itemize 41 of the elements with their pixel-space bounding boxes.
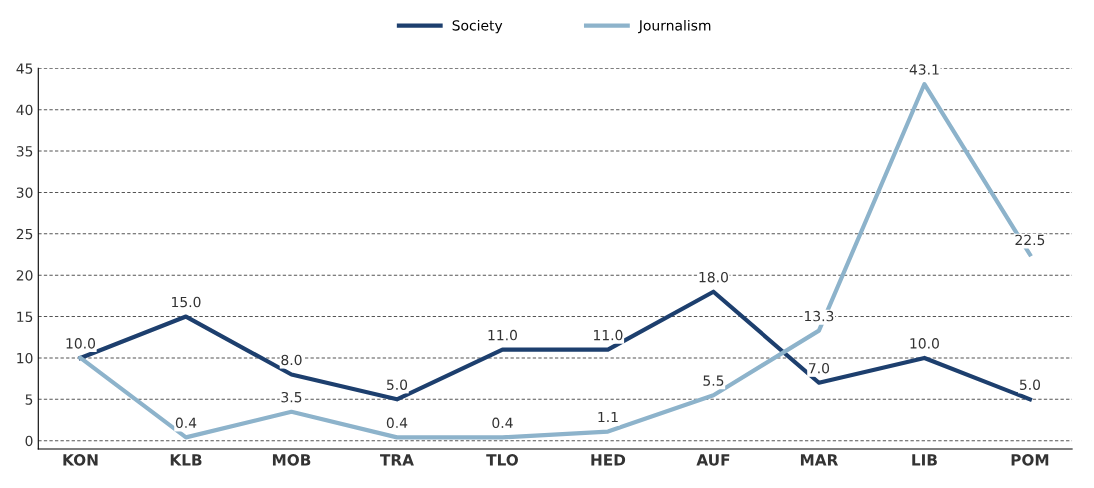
y-tick-label: 20 [16, 270, 33, 281]
data-label: 11.0 [488, 329, 517, 341]
data-label: 1.1 [598, 411, 618, 423]
y-tick-label: 30 [16, 187, 33, 198]
data-label: 3.5 [281, 391, 302, 403]
x-tick-label: KLB [170, 454, 202, 466]
y-tick-label: 40 [16, 104, 33, 116]
y-tick-label: 15 [17, 311, 33, 323]
data-label: 18.0 [699, 271, 728, 283]
data-label: 5.0 [386, 379, 408, 390]
data-label: 10.0 [66, 338, 96, 349]
data-label: 43.1 [909, 64, 939, 75]
data-label: 15.0 [172, 296, 201, 308]
x-tick-label: AUF [696, 454, 730, 466]
data-label: 22.5 [1015, 234, 1045, 246]
x-tick-label: MAR [800, 454, 839, 466]
data-label: 11.0 [594, 329, 623, 341]
y-tick-label: 35 [16, 146, 33, 157]
y-tick-label: 25 [16, 228, 33, 240]
y-tick-label: 5 [25, 394, 33, 405]
y-tick-label: 10 [17, 352, 33, 364]
x-tick-label: POM [1011, 454, 1049, 466]
data-label: 5.0 [1019, 379, 1041, 390]
x-tick-label: LIB [912, 454, 937, 466]
data-label: 0.4 [386, 417, 408, 429]
data-label: 5.5 [703, 375, 724, 386]
data-label: 7.0 [809, 362, 830, 374]
y-tick-label: 45 [16, 63, 33, 74]
data-label: 0.4 [175, 417, 197, 429]
x-tick-label: TRA [380, 454, 414, 466]
x-tick-label: TLO [486, 454, 518, 466]
y-tick-label: 0 [25, 435, 33, 447]
legend-label: Journalism [638, 19, 711, 34]
x-tick-label: KON [63, 454, 98, 466]
x-tick-label: HED [591, 454, 626, 466]
legend-label: Society [452, 19, 503, 34]
data-label: 8.0 [281, 354, 302, 366]
x-tick-label: MOB [272, 454, 311, 466]
data-label: 13.3 [805, 310, 834, 322]
data-label: 0.4 [492, 417, 513, 429]
data-label: 10.0 [910, 338, 939, 349]
